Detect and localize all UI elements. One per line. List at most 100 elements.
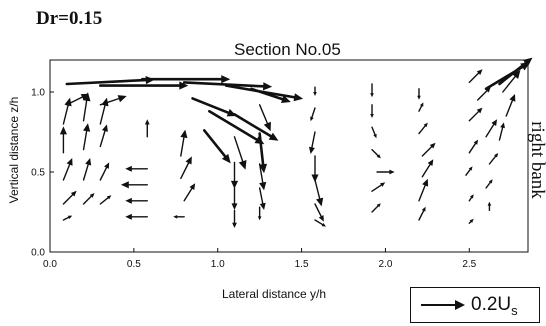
vector-head [423, 122, 428, 128]
vector-shaft [505, 99, 514, 117]
chart-title: Section No.05 [234, 40, 341, 59]
vector-head [231, 203, 238, 210]
velocity-vector [120, 181, 148, 189]
legend-value: 0.2U [471, 294, 512, 315]
velocity-vector [233, 113, 279, 141]
vector-head [389, 169, 395, 175]
vector-head [259, 181, 267, 191]
vector-head [64, 97, 72, 107]
vector-head [83, 123, 91, 132]
velocity-vector [314, 203, 324, 222]
velocity-vector [371, 126, 377, 139]
vector-shaft [418, 210, 425, 221]
vector-shaft [99, 104, 106, 125]
vector-shaft [498, 61, 527, 86]
vector-head [189, 183, 196, 190]
velocity-vector [125, 213, 148, 220]
vector-head [522, 57, 533, 67]
velocity-vector [465, 166, 473, 176]
velocity-vector [485, 119, 498, 138]
velocity-vector [485, 179, 493, 189]
vector-shaft [476, 90, 488, 101]
velocity-vector [371, 148, 381, 159]
velocity-vector [99, 162, 110, 181]
velocity-vector [258, 132, 268, 174]
vector-head [476, 107, 483, 114]
velocity-vector [502, 70, 521, 93]
vector-shaft [418, 125, 426, 135]
vector-head [89, 193, 95, 198]
velocity-vector [230, 161, 239, 189]
x-tick-label: 2.0 [378, 259, 392, 270]
vector-head [120, 181, 129, 189]
vector-head [494, 153, 499, 158]
vector-head [262, 82, 273, 91]
velocity-vector [82, 92, 91, 122]
x-tick-label: 1.5 [295, 259, 309, 270]
velocity-vector [82, 193, 95, 205]
velocity-vector [468, 139, 479, 154]
vector-head [82, 92, 91, 102]
velocity-vector [371, 182, 386, 192]
vector-shaft [82, 195, 92, 205]
y-tick-label: 0.0 [31, 248, 45, 259]
vector-head [469, 218, 474, 223]
vector-shaft [485, 123, 495, 138]
velocity-vector [82, 158, 92, 181]
vector-head [117, 95, 127, 103]
vector-shaft [62, 104, 69, 125]
vector-head [106, 195, 112, 200]
vector-shaft [180, 162, 190, 180]
velocity-vector [82, 123, 91, 151]
velocity-vector [418, 122, 428, 135]
vector-head [512, 70, 521, 79]
velocity-vector [505, 94, 516, 117]
vector-head [321, 222, 326, 227]
plot-frame [49, 59, 529, 253]
y-tick-label: 1.0 [31, 88, 45, 99]
velocity-vector [62, 97, 72, 125]
vector-head [293, 93, 304, 102]
legend-subscript: s [511, 302, 518, 318]
velocity-vector [310, 107, 316, 122]
vector-shaft [418, 105, 423, 112]
vector-head [185, 156, 192, 165]
velocity-vector [99, 124, 108, 148]
vector-head [230, 180, 239, 189]
vector-head [221, 153, 231, 164]
vector-head [180, 129, 188, 139]
vector-head [104, 162, 110, 169]
vector-head [311, 174, 319, 183]
vector-shaft [465, 168, 471, 176]
vector-shaft [65, 78, 148, 86]
vector-shaft [371, 184, 382, 192]
vector-shaft [314, 179, 321, 200]
vector-head [70, 190, 77, 197]
velocity-vector [371, 203, 381, 213]
velocity-vector [180, 129, 188, 157]
vector-head [370, 93, 374, 98]
vector-head [238, 159, 247, 170]
vector-head [473, 139, 479, 145]
vector-shaft [468, 72, 480, 84]
vector-head [500, 122, 505, 129]
vector-shaft [371, 148, 379, 157]
vector-shaft [62, 216, 70, 221]
vector-head [125, 213, 132, 220]
vector-head [179, 81, 189, 90]
velocity-vector [476, 86, 491, 101]
velocity-vector [233, 136, 247, 170]
vector-head [488, 179, 493, 184]
velocity-vector [257, 206, 262, 221]
vector-head [476, 69, 483, 75]
vector-head [125, 197, 132, 204]
vector-head [281, 95, 291, 103]
vector-shaft [258, 187, 264, 205]
velocity-vector [62, 215, 73, 221]
vector-head [373, 133, 377, 139]
vector-shaft [371, 205, 379, 213]
vector-shaft [99, 166, 108, 181]
velocity-vector [62, 158, 73, 181]
vector-head [376, 203, 381, 208]
